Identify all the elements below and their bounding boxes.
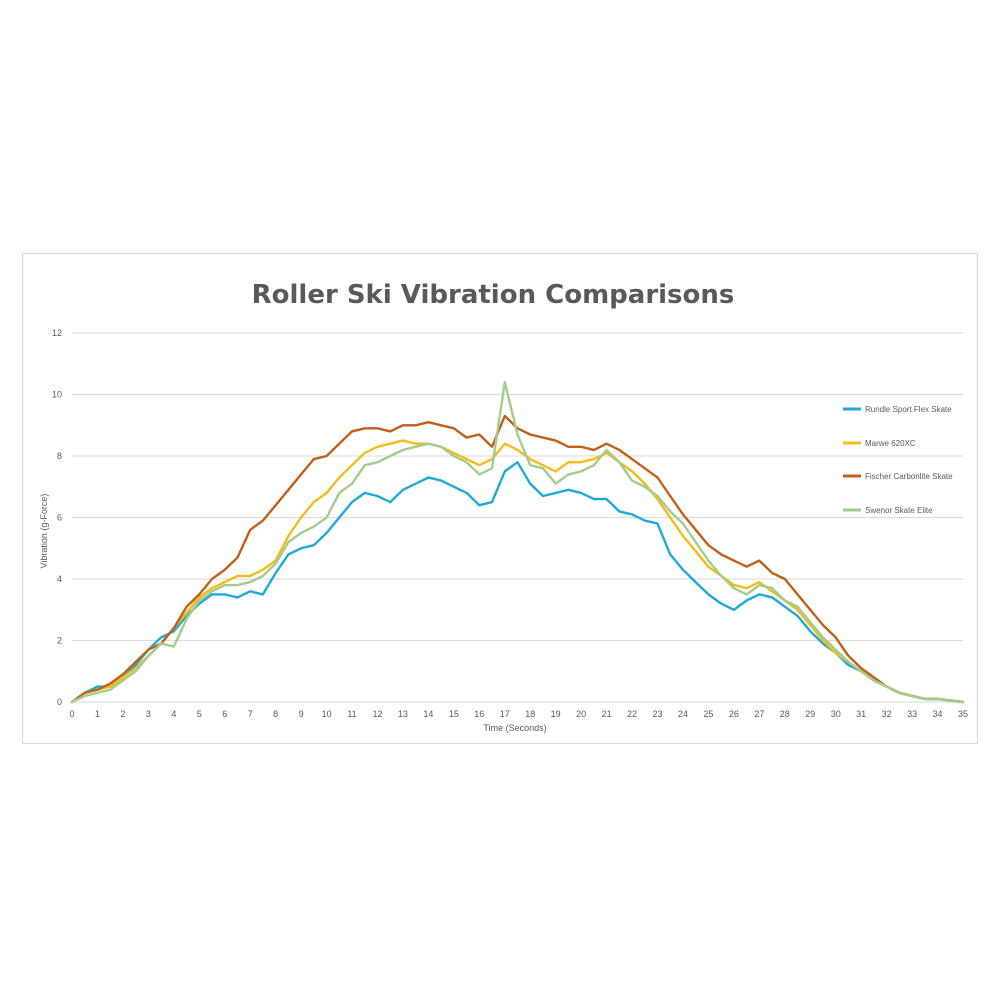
x-tick-label: 26 bbox=[729, 709, 739, 719]
y-axis-label: Vibration (g-Force) bbox=[39, 494, 49, 569]
x-tick-label: 4 bbox=[171, 709, 176, 719]
x-tick-label: 31 bbox=[856, 709, 866, 719]
x-tick-label: 3 bbox=[146, 709, 151, 719]
legend-label: Fischer Carbonlite Skate bbox=[865, 472, 953, 481]
x-tick-label: 8 bbox=[273, 709, 278, 719]
legend-label: Swenor Skate Elite bbox=[865, 506, 933, 515]
y-tick-label: 6 bbox=[57, 513, 62, 523]
x-tick-label: 5 bbox=[197, 709, 202, 719]
series-line bbox=[70, 414, 965, 704]
x-tick-label: 21 bbox=[602, 709, 612, 719]
chart-frame: Roller Ski Vibration Comparisons 0 2 4 6 8 10… bbox=[22, 253, 978, 744]
x-tick-label: 13 bbox=[398, 709, 408, 719]
series-line bbox=[70, 380, 965, 704]
x-tick-label: 12 bbox=[372, 709, 382, 719]
x-tick-label: 32 bbox=[882, 709, 892, 719]
series-line bbox=[70, 439, 965, 704]
x-tick-label: 17 bbox=[500, 709, 510, 719]
x-tick-label: 23 bbox=[653, 709, 663, 719]
x-tick-label: 16 bbox=[474, 709, 484, 719]
x-tick-label: 1 bbox=[95, 709, 100, 719]
x-tick-label: 34 bbox=[933, 709, 943, 719]
x-tick-label: 11 bbox=[347, 709, 356, 719]
grid-layer bbox=[72, 332, 963, 703]
x-axis-label: Time (Seconds) bbox=[483, 723, 546, 733]
x-tick-label: 10 bbox=[322, 709, 332, 719]
x-tick-label: 9 bbox=[299, 709, 304, 719]
x-tick-label: 0 bbox=[69, 709, 74, 719]
x-tick-label: 14 bbox=[423, 709, 433, 719]
legend: Rundle Sport Flex Skate Marwe 620XC Fische… bbox=[843, 405, 953, 515]
x-tick-label: 19 bbox=[551, 709, 561, 719]
x-tick-label: 15 bbox=[449, 709, 459, 719]
x-tick-labels: 0 1 2 3 4 5 6 7 8 9 10 11 12 13 14 15 16 17 18 19 20 21 22 23 24… bbox=[69, 709, 968, 719]
series-layer bbox=[70, 380, 965, 704]
y-tick-label: 10 bbox=[52, 390, 62, 400]
y-tick-label: 8 bbox=[57, 451, 62, 461]
x-tick-label: 24 bbox=[678, 709, 688, 719]
y-tick-label: 4 bbox=[57, 574, 62, 584]
x-tick-label: 7 bbox=[248, 709, 253, 719]
x-tick-label: 22 bbox=[627, 709, 637, 719]
x-tick-label: 18 bbox=[525, 709, 535, 719]
x-tick-label: 28 bbox=[780, 709, 790, 719]
x-tick-label: 2 bbox=[120, 709, 125, 719]
legend-label: Marwe 620XC bbox=[865, 439, 916, 448]
x-tick-label: 20 bbox=[576, 709, 586, 719]
x-tick-label: 30 bbox=[831, 709, 841, 719]
y-tick-labels: 0 2 4 6 8 10 12 bbox=[52, 328, 62, 707]
series-line bbox=[70, 460, 965, 704]
x-tick-label: 27 bbox=[754, 709, 764, 719]
x-tick-label: 29 bbox=[805, 709, 815, 719]
y-tick-label: 0 bbox=[57, 697, 62, 707]
y-tick-label: 2 bbox=[57, 636, 62, 646]
x-tick-label: 25 bbox=[703, 709, 713, 719]
x-tick-label: 35 bbox=[958, 709, 968, 719]
chart-title: Roller Ski Vibration Comparisons bbox=[252, 280, 735, 310]
chart-svg: Roller Ski Vibration Comparisons 0246810… bbox=[39, 280, 968, 733]
x-tick-label: 33 bbox=[907, 709, 917, 719]
x-tick-label: 6 bbox=[222, 709, 227, 719]
y-tick-label: 12 bbox=[52, 328, 62, 338]
legend-label: Rundle Sport Flex Skate bbox=[865, 405, 952, 414]
